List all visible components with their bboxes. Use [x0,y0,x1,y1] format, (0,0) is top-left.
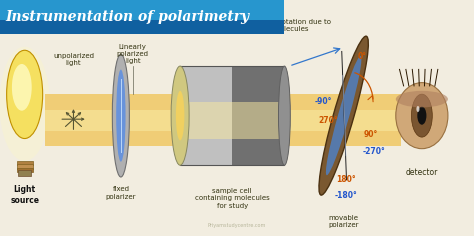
FancyBboxPatch shape [0,0,284,34]
Ellipse shape [176,91,184,140]
Ellipse shape [396,91,448,107]
Text: 180°: 180° [336,175,356,184]
Text: Priyamstudycentre.com: Priyamstudycentre.com [208,223,266,228]
Ellipse shape [326,56,361,175]
Text: Linearly
polarized
light: Linearly polarized light [117,44,149,64]
FancyBboxPatch shape [17,164,33,169]
Text: movable
polarizer: movable polarizer [328,215,359,228]
Text: fixed
polarizer: fixed polarizer [106,186,136,200]
Ellipse shape [7,50,43,139]
FancyBboxPatch shape [45,94,401,146]
Ellipse shape [396,83,448,149]
Text: detector: detector [406,168,438,177]
Ellipse shape [319,36,368,195]
Ellipse shape [278,66,290,165]
Ellipse shape [416,106,419,112]
Text: Instrumentation of polarimetry: Instrumentation of polarimetry [6,10,250,24]
FancyBboxPatch shape [17,168,33,172]
Text: unpolarized
light: unpolarized light [53,53,94,66]
FancyBboxPatch shape [180,102,284,139]
Ellipse shape [171,66,189,165]
Text: -180°: -180° [334,191,357,200]
Text: sample cell
containing molecules
for study: sample cell containing molecules for stu… [195,188,270,209]
Ellipse shape [12,64,32,111]
Ellipse shape [0,47,50,161]
Ellipse shape [417,107,427,125]
FancyBboxPatch shape [18,170,31,176]
Text: Light
source: Light source [10,185,39,205]
Text: -270°: -270° [363,147,385,156]
Text: 0°: 0° [358,52,366,61]
FancyBboxPatch shape [180,66,232,165]
Text: -90°: -90° [315,97,332,106]
FancyBboxPatch shape [45,110,401,131]
FancyBboxPatch shape [0,0,284,20]
Ellipse shape [112,54,129,177]
FancyBboxPatch shape [17,161,33,165]
Ellipse shape [116,70,126,162]
Text: Optical rotation due to
molecules: Optical rotation due to molecules [252,19,331,32]
Ellipse shape [411,94,432,137]
FancyBboxPatch shape [232,66,284,165]
Text: 90°: 90° [364,130,378,139]
Text: 270°: 270° [318,116,338,125]
